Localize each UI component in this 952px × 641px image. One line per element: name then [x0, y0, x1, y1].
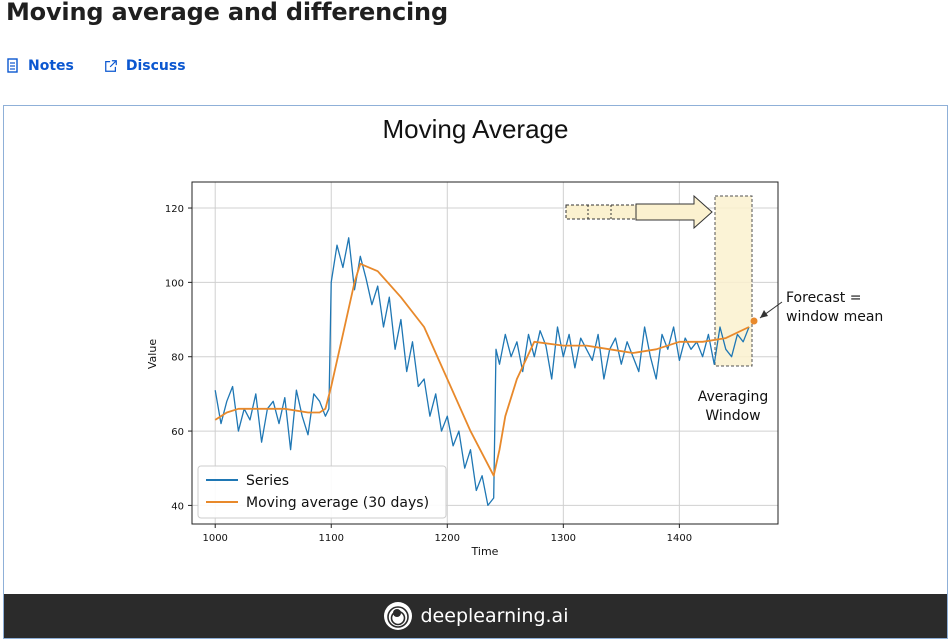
- y-ticks: 40 60 80 100 120: [165, 204, 192, 512]
- x-tick-label: 1100: [319, 533, 344, 544]
- notes-label: Notes: [28, 58, 74, 74]
- slide-footer: deeplearning.ai: [4, 594, 947, 638]
- y-tick-label: 60: [171, 427, 184, 438]
- external-link-icon: [104, 60, 117, 72]
- legend-series-label: Series: [246, 473, 289, 489]
- discuss-label: Discuss: [125, 58, 186, 74]
- forecast-point: [750, 317, 758, 325]
- series-line: [214, 237, 750, 507]
- plot-area: [191, 181, 779, 525]
- slide-image: Moving Average 40 60 80 100 120 1000 1100 1200…: [3, 105, 948, 639]
- footer-brand: deeplearning.ai: [420, 605, 569, 627]
- resource-links: Notes Discuss: [6, 58, 186, 74]
- sliding-window-arrow: [565, 194, 713, 230]
- y-tick-label: 40: [171, 501, 184, 512]
- chart-legend: Series Moving average (30 days): [197, 465, 447, 519]
- y-axis-label: Value: [146, 339, 159, 369]
- forecast-label-line2: window mean: [786, 309, 883, 325]
- x-ticks: 1000 1100 1200 1300 1400: [202, 524, 692, 544]
- legend-moving-average-label: Moving average (30 days): [246, 495, 429, 511]
- forecast-label-line1: Forecast =: [786, 290, 861, 306]
- series-lines: [214, 237, 750, 507]
- x-tick-label: 1000: [202, 533, 227, 544]
- discuss-link[interactable]: Discuss: [104, 58, 186, 74]
- notes-link[interactable]: Notes: [6, 58, 74, 74]
- moving-average-line: [214, 262, 750, 477]
- x-tick-label: 1400: [667, 533, 692, 544]
- moving-average-chart: 40 60 80 100 120 1000 1100 1200 1300 1400 Time V…: [146, 181, 883, 558]
- x-tick-label: 1200: [435, 533, 460, 544]
- window-label-line1: Averaging: [698, 389, 769, 405]
- notes-icon: [7, 58, 18, 73]
- averaging-window: [714, 195, 753, 367]
- y-tick-label: 80: [171, 353, 184, 364]
- x-tick-label: 1300: [551, 533, 576, 544]
- x-axis-label: Time: [471, 545, 499, 558]
- y-tick-label: 100: [165, 278, 184, 289]
- page-title: Moving average and differencing: [6, 0, 448, 26]
- y-tick-label: 120: [165, 204, 184, 215]
- deeplearning-logo-icon: [383, 602, 412, 630]
- window-label-line2: Window: [705, 408, 760, 424]
- slide-title: Moving Average: [382, 114, 569, 144]
